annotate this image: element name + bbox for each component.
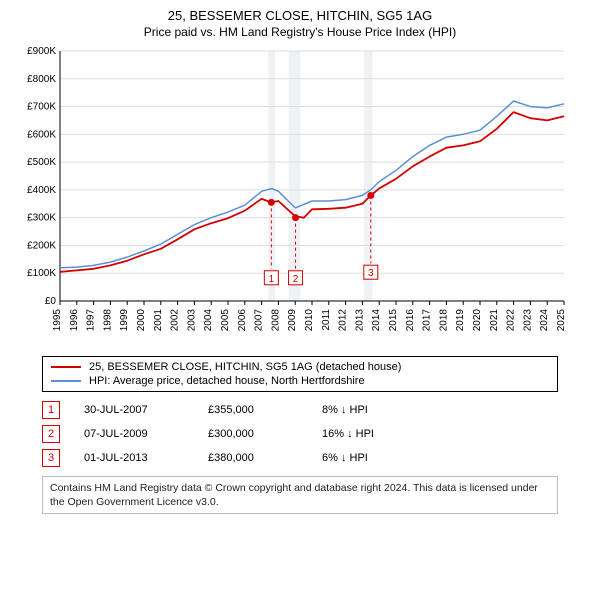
- legend-swatch: [51, 380, 81, 382]
- svg-text:£700K: £700K: [27, 101, 56, 112]
- svg-text:2000: 2000: [136, 308, 147, 331]
- legend-swatch: [51, 366, 81, 368]
- svg-text:2021: 2021: [489, 308, 500, 331]
- svg-text:2022: 2022: [506, 308, 517, 331]
- svg-text:1999: 1999: [119, 308, 130, 331]
- chart-area: £0 £100K £200K £300K £400K £500K £600K £700K £80…: [12, 45, 588, 350]
- svg-text:3: 3: [368, 268, 374, 279]
- legend-box: 25, BESSEMER CLOSE, HITCHIN, SG5 1AG (de…: [42, 356, 558, 392]
- svg-text:£400K: £400K: [27, 185, 56, 196]
- svg-text:2018: 2018: [438, 308, 449, 331]
- svg-text:2002: 2002: [170, 308, 181, 331]
- chart-container: 25, BESSEMER CLOSE, HITCHIN, SG5 1AG Pri…: [0, 0, 600, 590]
- svg-text:2008: 2008: [270, 308, 281, 331]
- legend-label: 25, BESSEMER CLOSE, HITCHIN, SG5 1AG (de…: [89, 361, 401, 373]
- svg-text:1998: 1998: [102, 308, 113, 331]
- svg-text:1997: 1997: [86, 308, 97, 331]
- svg-text:1996: 1996: [69, 308, 80, 331]
- event-price: £300,000: [208, 428, 298, 440]
- svg-text:2012: 2012: [338, 308, 349, 331]
- svg-text:2003: 2003: [186, 308, 197, 331]
- svg-text:£100K: £100K: [27, 268, 56, 279]
- svg-text:2006: 2006: [237, 308, 248, 331]
- svg-text:2020: 2020: [472, 308, 483, 331]
- svg-text:2009: 2009: [287, 308, 298, 331]
- event-row: 1 30-JUL-2007 £355,000 8% ↓ HPI: [42, 398, 558, 422]
- svg-text:2005: 2005: [220, 308, 231, 331]
- event-delta: 6% ↓ HPI: [322, 452, 368, 464]
- svg-text:2023: 2023: [522, 308, 533, 331]
- legend-row: HPI: Average price, detached house, Nort…: [51, 374, 549, 388]
- svg-text:2010: 2010: [304, 308, 315, 331]
- svg-text:2015: 2015: [388, 308, 399, 331]
- svg-text:2001: 2001: [153, 308, 164, 331]
- svg-text:2024: 2024: [539, 308, 550, 331]
- svg-text:2014: 2014: [371, 308, 382, 331]
- svg-text:2004: 2004: [203, 308, 214, 331]
- event-price: £380,000: [208, 452, 298, 464]
- event-row: 3 01-JUL-2013 £380,000 6% ↓ HPI: [42, 446, 558, 470]
- svg-text:2025: 2025: [556, 308, 567, 331]
- svg-text:£800K: £800K: [27, 74, 56, 85]
- svg-text:£0: £0: [45, 296, 57, 307]
- svg-text:£300K: £300K: [27, 213, 56, 224]
- legend-label: HPI: Average price, detached house, Nort…: [89, 375, 365, 387]
- svg-text:£900K: £900K: [27, 46, 56, 57]
- event-delta: 16% ↓ HPI: [322, 428, 374, 440]
- event-date: 30-JUL-2007: [84, 404, 184, 416]
- event-delta: 8% ↓ HPI: [322, 404, 368, 416]
- legend-row: 25, BESSEMER CLOSE, HITCHIN, SG5 1AG (de…: [51, 360, 549, 374]
- event-badge: 2: [42, 425, 60, 443]
- svg-text:1995: 1995: [52, 308, 63, 331]
- page-subtitle: Price paid vs. HM Land Registry's House …: [12, 25, 588, 39]
- footnote: Contains HM Land Registry data © Crown c…: [42, 476, 558, 514]
- svg-text:2013: 2013: [354, 308, 365, 331]
- svg-text:2017: 2017: [422, 308, 433, 331]
- svg-text:£600K: £600K: [27, 129, 56, 140]
- svg-text:1: 1: [269, 274, 275, 285]
- svg-text:2007: 2007: [254, 308, 265, 331]
- svg-text:£200K: £200K: [27, 240, 56, 251]
- page-title: 25, BESSEMER CLOSE, HITCHIN, SG5 1AG: [12, 8, 588, 25]
- svg-text:2: 2: [293, 274, 299, 285]
- event-price: £355,000: [208, 404, 298, 416]
- svg-text:2011: 2011: [321, 308, 332, 330]
- event-date: 01-JUL-2013: [84, 452, 184, 464]
- price-chart: £0 £100K £200K £300K £400K £500K £600K £700K £80…: [12, 45, 572, 345]
- svg-text:2019: 2019: [455, 308, 466, 331]
- event-badge: 1: [42, 401, 60, 419]
- events-table: 1 30-JUL-2007 £355,000 8% ↓ HPI 2 07-JUL-2009…: [42, 398, 558, 470]
- svg-text:2016: 2016: [405, 308, 416, 331]
- event-row: 2 07-JUL-2009 £300,000 16% ↓ HPI: [42, 422, 558, 446]
- svg-text:£500K: £500K: [27, 157, 56, 168]
- event-badge: 3: [42, 449, 60, 467]
- event-date: 07-JUL-2009: [84, 428, 184, 440]
